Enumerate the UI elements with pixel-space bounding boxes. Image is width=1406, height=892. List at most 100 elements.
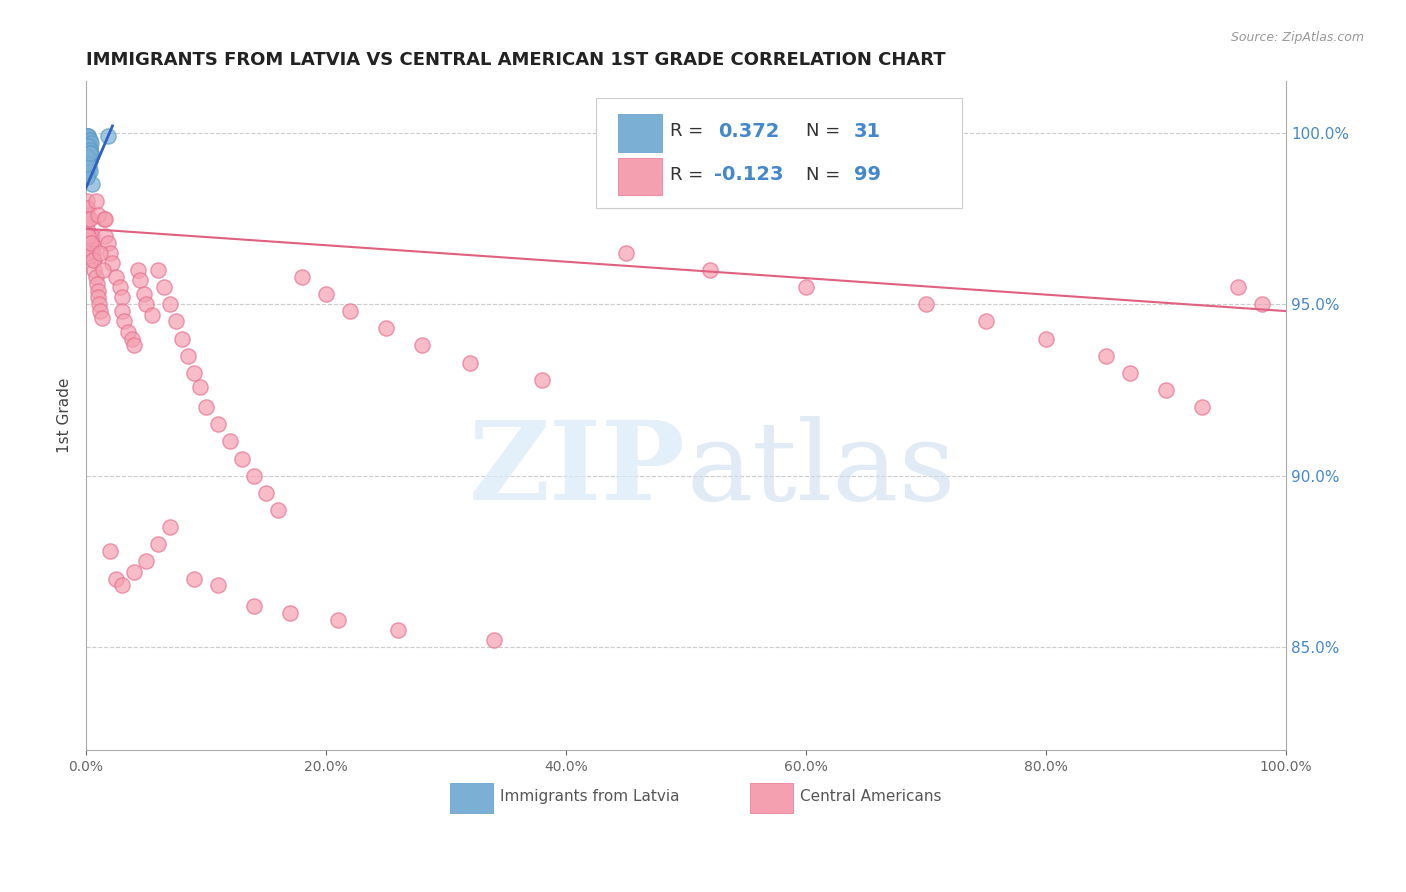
Point	[77, 136, 100, 150]
Text: Immigrants from Latvia: Immigrants from Latvia	[501, 789, 679, 805]
Point	[80, 136, 103, 150]
Point	[76, 160, 98, 174]
Point	[458, 355, 481, 369]
FancyBboxPatch shape	[617, 158, 662, 195]
Point	[77, 211, 100, 226]
Point	[79, 133, 101, 147]
Point	[80, 243, 103, 257]
Text: 31: 31	[853, 122, 882, 141]
Point	[76, 245, 98, 260]
Point	[411, 338, 433, 352]
Point	[141, 308, 163, 322]
Point	[82, 239, 104, 253]
Point	[974, 314, 997, 328]
Point	[76, 143, 98, 157]
Point	[243, 468, 266, 483]
Point	[79, 235, 101, 250]
Point	[315, 287, 337, 301]
Point	[122, 565, 145, 579]
Point	[117, 325, 139, 339]
Point	[86, 277, 108, 291]
Point	[93, 211, 115, 226]
Point	[165, 314, 187, 328]
Text: 99: 99	[853, 165, 882, 185]
Point	[159, 520, 181, 534]
Point	[76, 156, 98, 170]
FancyBboxPatch shape	[596, 98, 962, 209]
Point	[387, 623, 409, 637]
Text: Central Americans: Central Americans	[800, 789, 942, 805]
Point	[80, 146, 103, 161]
Point	[77, 167, 100, 181]
Point	[76, 136, 98, 150]
Point	[177, 349, 200, 363]
Point	[84, 269, 107, 284]
Point	[278, 606, 301, 620]
Point	[375, 321, 398, 335]
Point	[77, 150, 100, 164]
Text: ZIP: ZIP	[470, 416, 686, 523]
Point	[132, 287, 155, 301]
Point	[76, 201, 98, 215]
Point	[153, 280, 176, 294]
Point	[89, 304, 111, 318]
Point	[105, 269, 128, 284]
Point	[76, 129, 98, 144]
Point	[94, 228, 117, 243]
Point	[794, 280, 817, 294]
Point	[79, 146, 101, 161]
Point	[83, 252, 105, 267]
Point	[135, 297, 157, 311]
Point	[80, 178, 103, 192]
Point	[188, 379, 211, 393]
Text: atlas: atlas	[686, 416, 956, 523]
Point	[267, 503, 290, 517]
Point	[76, 221, 98, 235]
Point	[79, 143, 101, 157]
Y-axis label: 1st Grade: 1st Grade	[58, 378, 72, 453]
Point	[77, 160, 100, 174]
Point	[87, 284, 110, 298]
FancyBboxPatch shape	[617, 114, 662, 152]
Point	[207, 417, 229, 432]
Point	[339, 304, 361, 318]
Text: R =: R =	[671, 166, 710, 184]
Point	[1191, 400, 1213, 414]
Point	[94, 211, 117, 226]
Point	[80, 228, 103, 243]
Point	[76, 201, 98, 215]
Point	[291, 269, 314, 284]
Point	[90, 310, 112, 325]
Point	[1226, 280, 1249, 294]
Point	[97, 235, 120, 250]
Point	[699, 263, 721, 277]
Point	[122, 338, 145, 352]
Point	[89, 297, 111, 311]
Point	[91, 263, 114, 277]
Point	[1035, 332, 1057, 346]
Point	[1154, 383, 1177, 397]
Point	[79, 139, 101, 153]
Point	[915, 297, 938, 311]
Point	[108, 280, 131, 294]
Point	[89, 245, 111, 260]
Point	[1095, 349, 1118, 363]
Point	[135, 554, 157, 568]
Text: -0.123: -0.123	[714, 165, 783, 185]
Point	[111, 290, 134, 304]
Point	[76, 208, 98, 222]
Point	[77, 211, 100, 226]
Point	[76, 129, 98, 144]
Point	[82, 252, 104, 267]
Point	[79, 153, 101, 168]
Point	[80, 235, 103, 250]
Point	[195, 400, 218, 414]
Point	[531, 373, 554, 387]
Point	[1119, 366, 1142, 380]
Point	[231, 451, 253, 466]
Point	[243, 599, 266, 613]
Point	[76, 194, 98, 209]
Point	[207, 578, 229, 592]
Point	[1251, 297, 1274, 311]
Point	[80, 249, 103, 263]
